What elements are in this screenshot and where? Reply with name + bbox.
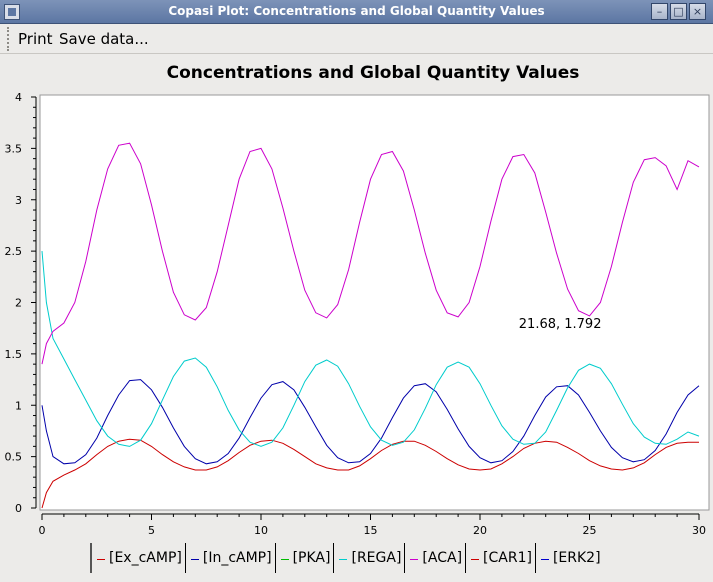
y-tick-label: 1: [15, 399, 22, 412]
save-data-button[interactable]: Save data...: [59, 30, 149, 48]
legend-label: [PKA]: [292, 550, 331, 566]
cursor-coordinate-label: 21.68, 1.792: [519, 317, 602, 332]
legend-label: [ERK2]: [552, 550, 601, 566]
legend: [Ex_cAMP] [In_cAMP] [PKA] [REGA] [ACA] [CAR1]…: [90, 543, 604, 573]
y-tick-label: 2: [15, 297, 22, 310]
x-tick-label: 30: [692, 524, 706, 537]
x-tick-label: 25: [583, 524, 597, 537]
legend-item-aca[interactable]: [ACA]: [404, 543, 465, 573]
legend-swatch: [471, 558, 480, 560]
legend-label: [In_cAMP]: [202, 550, 272, 566]
legend-swatch: [280, 558, 289, 560]
series-line-in-camp: [41, 379, 700, 465]
series-line-rega: [41, 251, 700, 447]
print-button[interactable]: Print: [18, 30, 53, 48]
legend-item-erk2[interactable]: [ERK2]: [534, 543, 604, 573]
chart-title: Concentrations and Global Quantity Value…: [167, 63, 580, 83]
y-tick-label: 1.5: [5, 348, 23, 361]
x-tick-label: 0: [39, 524, 46, 537]
plot-canvas[interactable]: [39, 94, 710, 511]
x-tick-label: 5: [148, 524, 155, 537]
series-line-aca: [41, 142, 700, 365]
window-titlebar[interactable]: Copasi Plot: Concentrations and Global Q…: [0, 0, 713, 24]
legend-item-rega[interactable]: [REGA]: [333, 543, 404, 573]
legend-swatch: [339, 558, 348, 560]
x-axis: 0 5 10 15 20 25 30: [39, 513, 706, 537]
x-tick-label: 20: [473, 524, 487, 537]
legend-swatch: [97, 558, 105, 560]
legend-label: [Ex_cAMP]: [109, 550, 182, 566]
y-tick-label: 3: [15, 194, 22, 207]
legend-swatch: [540, 558, 549, 560]
y-tick-label: 0: [15, 502, 22, 515]
legend-item-car1[interactable]: [CAR1]: [465, 543, 535, 573]
legend-item-in-camp[interactable]: [In_cAMP]: [184, 543, 275, 573]
chart[interactable]: Concentrations and Global Quantity Value…: [2, 55, 711, 578]
x-tick-label: 10: [254, 524, 268, 537]
y-tick-label: 4: [15, 91, 22, 104]
legend-label: [CAR1]: [483, 550, 532, 566]
y-tick-label: 3.5: [5, 142, 23, 155]
legend-swatch: [190, 558, 199, 560]
legend-item-ex-camp[interactable]: [Ex_cAMP]: [90, 543, 185, 573]
minimize-icon[interactable]: –: [651, 3, 668, 20]
legend-item-pka[interactable]: [PKA]: [274, 543, 334, 573]
y-tick-label: 0.5: [5, 451, 23, 464]
toolbar: Print Save data...: [0, 24, 713, 54]
maximize-icon[interactable]: □: [670, 3, 687, 20]
window-title: Copasi Plot: Concentrations and Global Q…: [168, 4, 545, 18]
legend-label: [REGA]: [351, 550, 402, 566]
close-icon[interactable]: ×: [689, 3, 706, 20]
plot-area: Concentrations and Global Quantity Value…: [2, 55, 711, 578]
series-line-ex-camp: [41, 438, 699, 509]
legend-swatch: [410, 558, 419, 560]
toolbar-grip-icon[interactable]: [7, 27, 15, 51]
y-axis: 0 0.5 1 1.5 2 2.5 3 3.5 4: [5, 91, 37, 515]
app-icon[interactable]: [4, 4, 20, 20]
legend-label: [ACA]: [422, 550, 463, 566]
y-tick-label: 2.5: [5, 245, 23, 258]
series-layer: [41, 142, 700, 509]
x-tick-label: 15: [364, 524, 378, 537]
